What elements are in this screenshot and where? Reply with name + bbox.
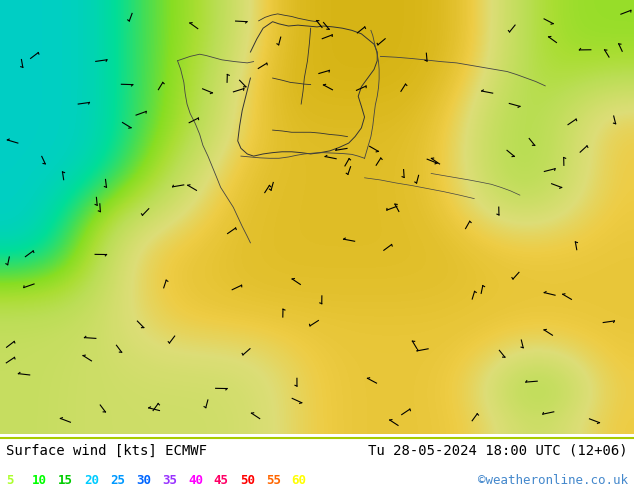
Text: 35: 35 xyxy=(162,474,177,487)
Text: 5: 5 xyxy=(6,474,14,487)
Text: ©weatheronline.co.uk: ©weatheronline.co.uk xyxy=(477,474,628,487)
Text: 40: 40 xyxy=(188,474,203,487)
Text: 30: 30 xyxy=(136,474,151,487)
Text: 10: 10 xyxy=(32,474,48,487)
Text: 20: 20 xyxy=(84,474,99,487)
Text: 45: 45 xyxy=(214,474,229,487)
Text: 15: 15 xyxy=(58,474,73,487)
Text: 25: 25 xyxy=(110,474,125,487)
Text: 50: 50 xyxy=(240,474,255,487)
Text: Tu 28-05-2024 18:00 UTC (12+06): Tu 28-05-2024 18:00 UTC (12+06) xyxy=(368,444,628,458)
Text: 60: 60 xyxy=(292,474,307,487)
Text: Surface wind [kts] ECMWF: Surface wind [kts] ECMWF xyxy=(6,444,207,458)
Text: 55: 55 xyxy=(266,474,281,487)
